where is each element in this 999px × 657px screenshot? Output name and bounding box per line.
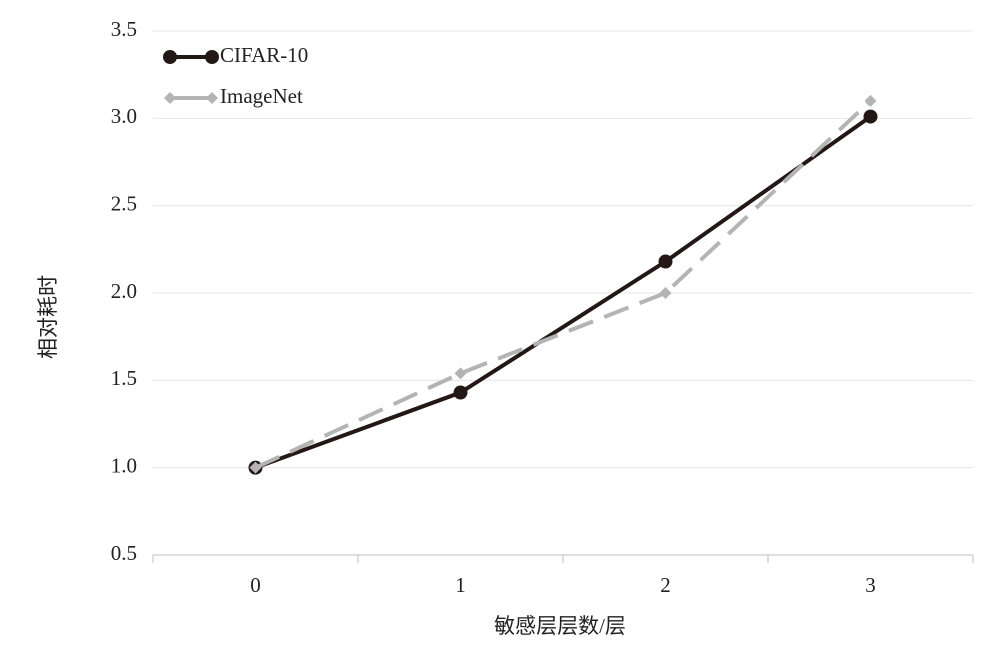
x-tick-label: 3	[865, 573, 876, 597]
y-tick-label: 2.0	[111, 279, 137, 303]
legend-marker	[206, 92, 218, 104]
point	[454, 367, 467, 380]
legend-marker	[163, 50, 177, 64]
x-tick-label: 0	[250, 573, 261, 597]
y-tick-label: 2.5	[111, 191, 137, 215]
point	[658, 254, 673, 269]
y-tick-label: 0.5	[111, 541, 137, 565]
legend-marker	[205, 50, 219, 64]
point	[249, 461, 262, 474]
point	[864, 94, 877, 107]
y-tick-label: 3.0	[111, 104, 137, 128]
y-axis-label: 相对耗时	[36, 275, 60, 359]
point	[659, 287, 672, 299]
x-tick-label: 2	[660, 573, 671, 597]
legend-label: CIFAR-10	[220, 43, 308, 67]
legend-label: ImageNet	[220, 84, 303, 108]
legend-marker	[164, 92, 176, 104]
y-tick-label: 3.5	[111, 17, 137, 41]
series-line	[254, 99, 872, 470]
point	[453, 385, 468, 400]
x-axis-label: 敏感层层数/层	[494, 614, 626, 638]
y-tick-label: 1.0	[111, 453, 137, 477]
x-tick-label: 1	[455, 573, 466, 597]
point	[863, 109, 878, 124]
y-tick-label: 1.5	[111, 366, 137, 390]
series-line	[254, 114, 872, 470]
